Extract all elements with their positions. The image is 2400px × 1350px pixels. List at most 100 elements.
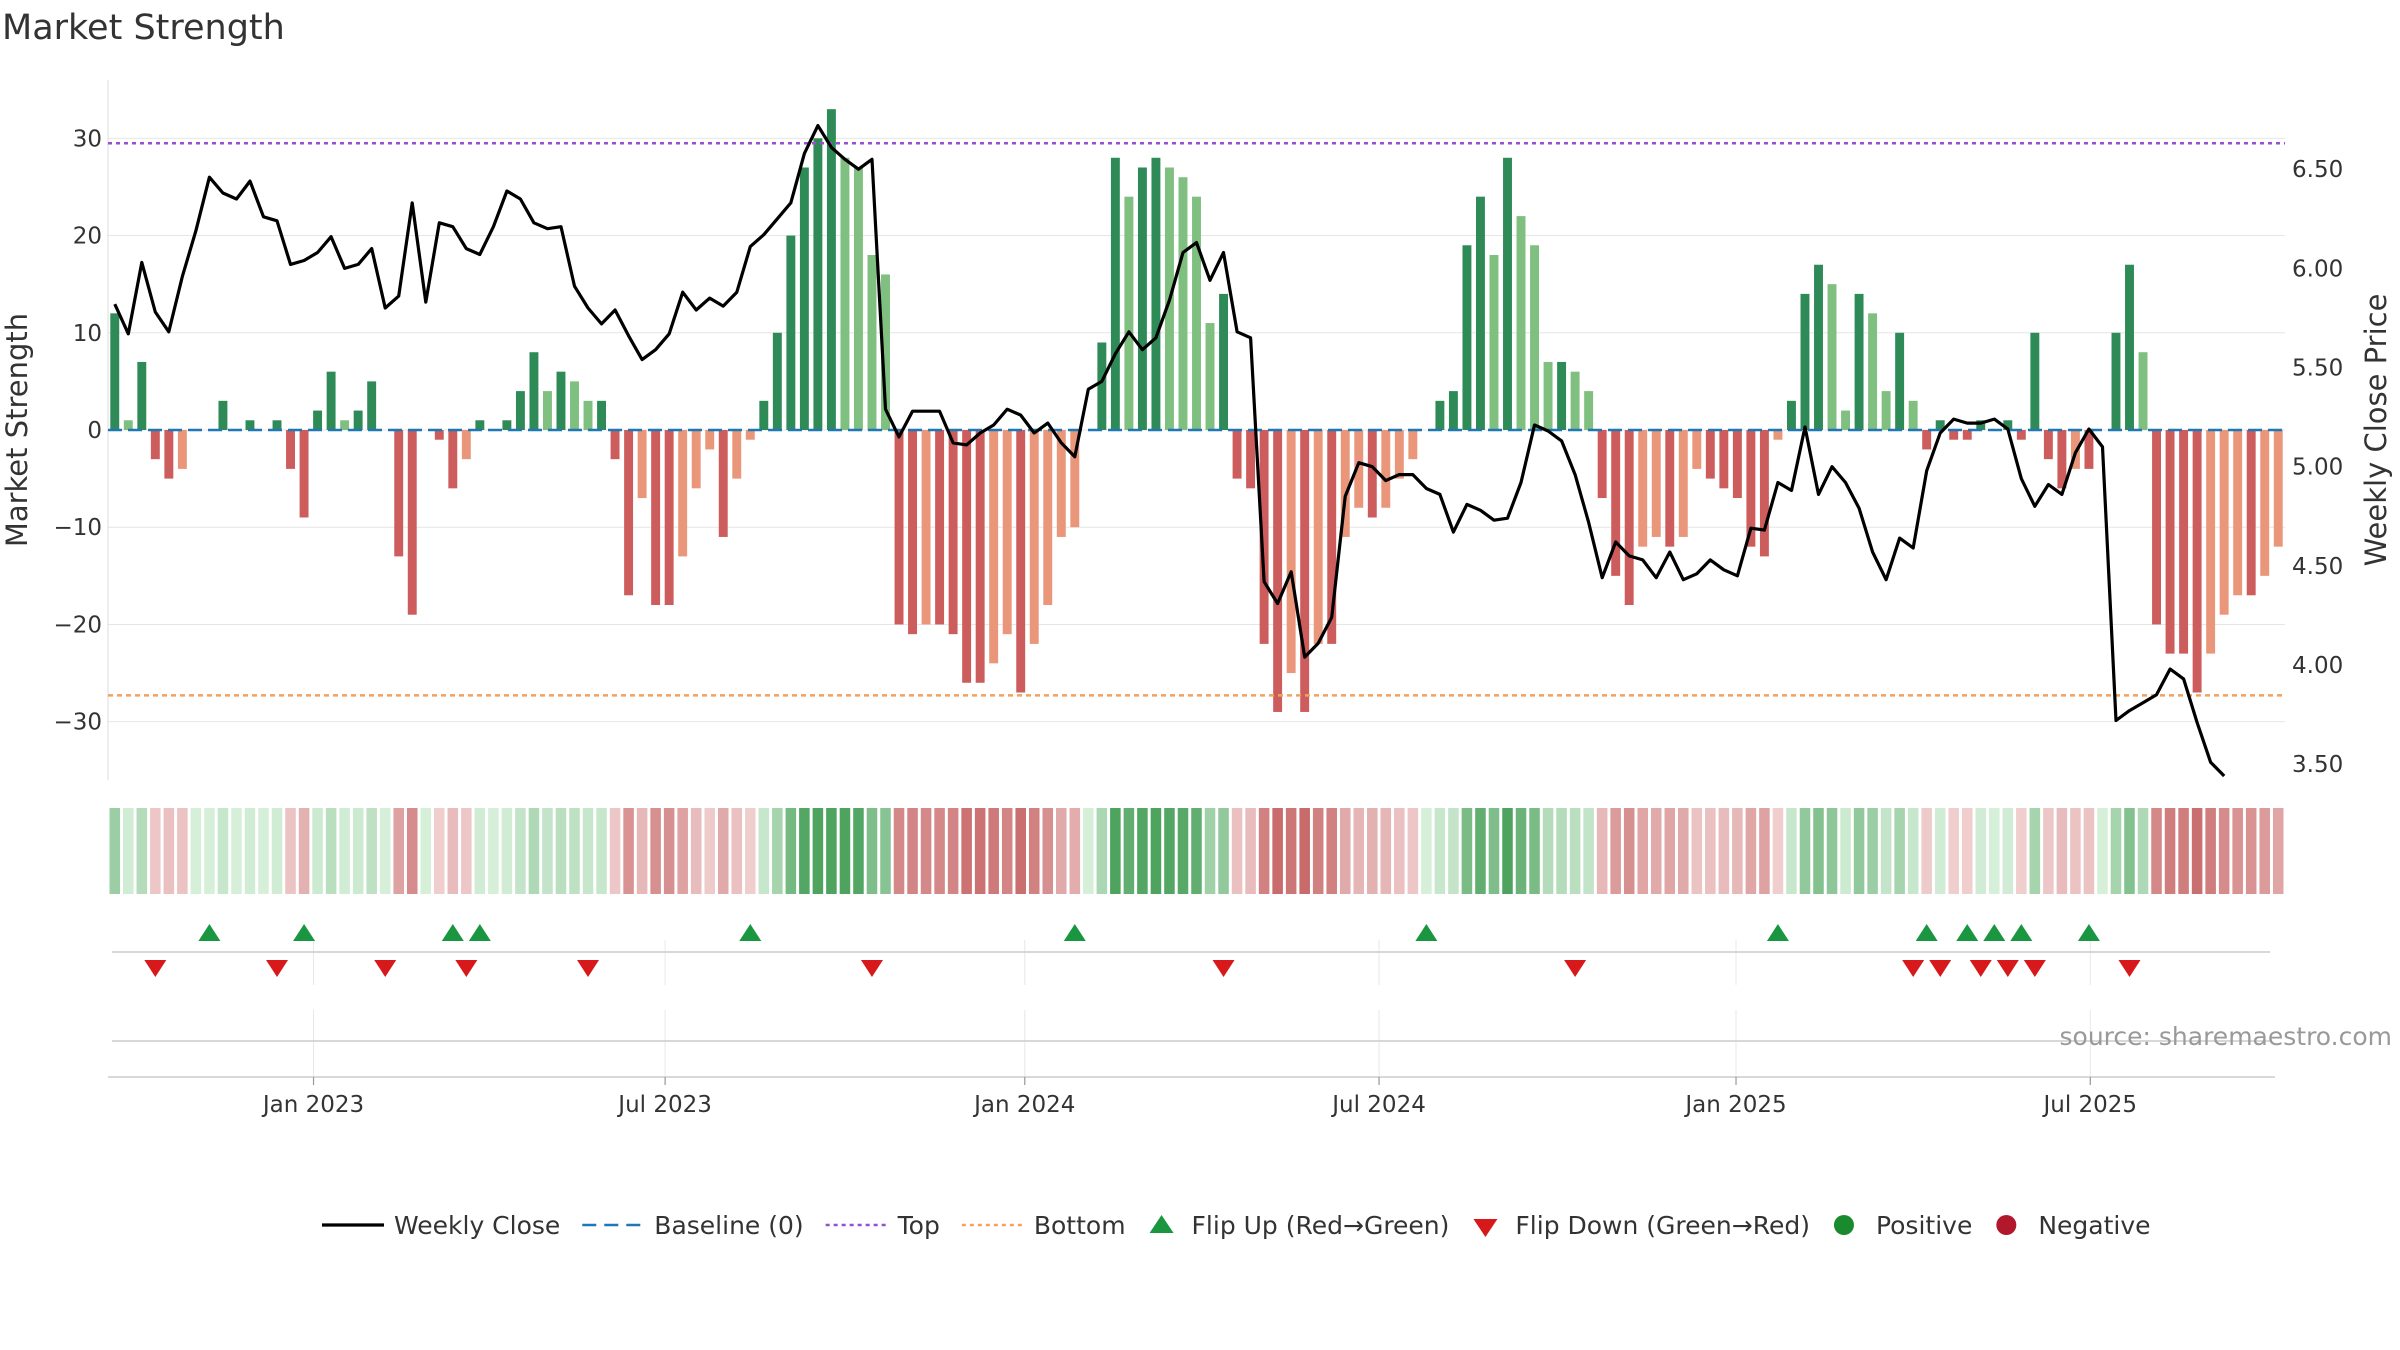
strength-bar: [813, 138, 823, 431]
strength-bar: [1597, 430, 1607, 499]
flip-up-marker: [1415, 924, 1438, 941]
strength-bar: [1854, 293, 1864, 430]
regime-cell: [1407, 808, 1419, 894]
regime-cell: [1110, 808, 1121, 894]
regime-cell: [1312, 808, 1324, 894]
regime-cell: [1840, 808, 1851, 894]
strength-bar: [691, 430, 701, 489]
strength-bar: [1976, 420, 1986, 430]
close-line-layer: [113, 124, 2226, 778]
regime-cell: [880, 808, 891, 894]
regime-cell: [1448, 808, 1459, 894]
flip-up-marker: [1956, 924, 1979, 941]
x-tick-label: Jan 2023: [261, 1092, 364, 1118]
strength-bar: [637, 430, 647, 499]
strength-bar: [123, 420, 133, 430]
strength-bar: [678, 430, 688, 557]
regime-cell: [271, 808, 283, 894]
strength-bar: [1205, 323, 1215, 430]
regime-cell: [1691, 808, 1703, 894]
regime-cell: [312, 808, 323, 894]
regime-cell: [2232, 808, 2243, 894]
regime-cell: [623, 808, 634, 894]
regime-cell: [704, 808, 715, 894]
regime-cell: [1015, 808, 1026, 894]
regime-cell: [1177, 808, 1189, 894]
strength-bar: [1908, 400, 1918, 430]
regime-cell: [1231, 808, 1243, 894]
left-tick-label: 10: [73, 321, 102, 347]
regime-cell: [785, 808, 797, 894]
regime-cell: [1380, 808, 1392, 894]
strength-bar: [515, 391, 525, 430]
flip-down-marker: [1969, 960, 1992, 977]
strength-bar: [164, 430, 174, 479]
strength-bar: [962, 430, 972, 683]
regime-cell: [1664, 808, 1676, 894]
strength-bar: [1097, 342, 1107, 430]
regime-cell: [569, 808, 580, 894]
strength-bar: [1638, 430, 1648, 547]
regime-cell: [1961, 808, 1973, 894]
strength-bar: [948, 430, 958, 635]
flip-down-marker: [455, 960, 478, 977]
strength-bar: [137, 361, 147, 430]
regime-cell: [1542, 808, 1554, 894]
regime-cell: [1164, 808, 1175, 894]
strength-bar: [664, 430, 674, 605]
strength-bars: [110, 109, 2283, 712]
regime-cell: [2002, 808, 2014, 894]
regime-cell: [406, 808, 418, 894]
regime-cell: [1299, 808, 1310, 894]
strength-bar: [718, 430, 728, 537]
strength-bar: [1719, 430, 1729, 489]
legend-item: Flip Up (Red→Green): [1149, 1211, 1449, 1240]
strength-bar: [2138, 352, 2148, 430]
x-tick-label: Jul 2024: [1330, 1092, 1426, 1118]
regime-cell: [1759, 808, 1770, 894]
strength-bar: [1692, 430, 1702, 469]
strength-bar: [989, 430, 999, 664]
strength-bar: [1300, 430, 1310, 712]
regime-cell: [839, 808, 851, 894]
flip-down-marker: [374, 960, 397, 977]
strength-bar: [867, 255, 877, 430]
legend-label: Top: [897, 1211, 940, 1240]
strength-bar: [2016, 430, 2026, 440]
strength-bar: [921, 430, 931, 625]
strength-bar: [1611, 430, 1621, 576]
strength-bar: [367, 381, 377, 430]
regime-cell: [1353, 808, 1365, 894]
regime-cell: [826, 808, 837, 894]
strength-bar: [326, 371, 336, 430]
regime-cell: [2164, 808, 2176, 894]
regime-cell: [1867, 808, 1878, 894]
strength-bar: [1678, 430, 1688, 537]
strength-bar: [1814, 264, 1823, 430]
strength-bar: [1503, 157, 1512, 430]
strength-bar: [1624, 430, 1634, 605]
regime-cell: [1001, 808, 1013, 894]
regime-cell: [1894, 808, 1905, 894]
left-tick-label: 30: [73, 126, 102, 152]
legend-label: Positive: [1876, 1211, 1972, 1240]
strength-bar: [1151, 157, 1161, 430]
regime-cell: [1123, 808, 1135, 894]
regime-cell: [2070, 808, 2081, 894]
flip-down-marker: [577, 960, 600, 977]
strength-bar: [110, 313, 120, 430]
flip-up-marker: [1915, 924, 1938, 941]
flip-markers: [112, 924, 2270, 977]
strength-bar: [2070, 430, 2080, 469]
flip-up-marker: [739, 924, 762, 941]
flip-down-marker: [1564, 960, 1587, 977]
regime-cell: [2151, 808, 2162, 894]
strength-bar: [286, 430, 296, 469]
regime-cell: [1853, 808, 1865, 894]
regime-cell: [1948, 808, 1959, 894]
strength-bar: [2152, 430, 2162, 625]
flip-up-marker: [1983, 924, 2006, 941]
strength-bar: [177, 430, 187, 469]
strength-bar: [1827, 284, 1837, 430]
